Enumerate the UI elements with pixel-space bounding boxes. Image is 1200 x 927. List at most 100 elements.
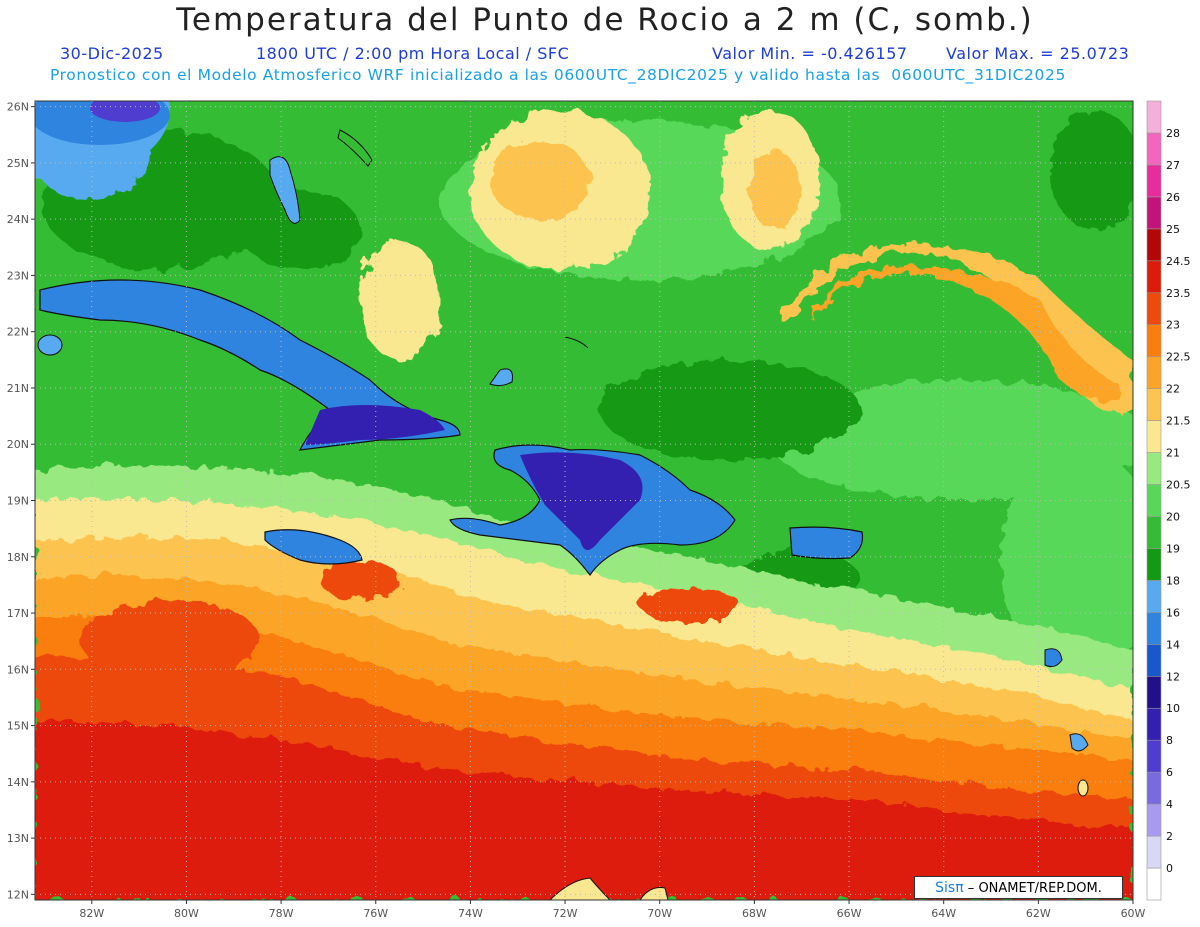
- field-patch: [80, 600, 260, 680]
- colorbar-label: 24.5: [1166, 255, 1191, 268]
- colorbar-label: 20: [1166, 510, 1180, 523]
- field-patch: [360, 240, 440, 360]
- lon-label: 70W: [647, 907, 672, 920]
- lat-label: 16N: [7, 663, 29, 676]
- lon-label: 64W: [931, 907, 956, 920]
- colorbar-swatch: [1146, 324, 1162, 357]
- colorbar-swatch: [1146, 164, 1162, 198]
- colorbar-swatch: [1146, 132, 1162, 166]
- lat-label: 14N: [7, 776, 29, 789]
- colorbar-label: 0: [1166, 862, 1173, 875]
- island-turks-caicos: [564, 336, 589, 349]
- colorbar-swatch: [1146, 484, 1162, 517]
- latitude-axis: 26N 25N 24N 23N 22N 21N 20N 19N 18N 17N 16N 15N 14N 1…: [7, 101, 35, 901]
- island-jamaica: [264, 529, 363, 565]
- lat-label: 13N: [7, 832, 29, 845]
- lat-label: 26N: [7, 101, 29, 114]
- colorbar-swatch: [1146, 388, 1162, 421]
- lon-label: 76W: [363, 907, 388, 920]
- colorbar-label: 2: [1166, 830, 1173, 843]
- field-patch: [90, 101, 160, 122]
- field-patch: [305, 405, 445, 445]
- field-patch: [600, 360, 860, 460]
- colorbar-label: 10: [1166, 702, 1180, 715]
- lat-label: 24N: [7, 213, 29, 226]
- colorbar-label: 21: [1166, 447, 1180, 460]
- lon-label: 82W: [79, 907, 104, 920]
- lat-label: 19N: [7, 495, 29, 508]
- coast-south-america: [639, 887, 669, 900]
- island-andros: [269, 156, 301, 224]
- field-patch: [1000, 450, 1133, 670]
- colorbar-swatch: [1146, 707, 1162, 741]
- colorbar-label: 21.5: [1166, 415, 1191, 428]
- colorbar-swatch: [1146, 260, 1162, 294]
- colorbar-label: 4: [1166, 798, 1173, 811]
- colorbar-label: 26: [1166, 191, 1180, 204]
- lat-label: 22N: [7, 326, 29, 339]
- lon-label: 72W: [553, 907, 578, 920]
- date-label: 30-Dic-2025: [60, 44, 164, 63]
- lon-label: 60W: [1121, 907, 1146, 920]
- field-patch: [750, 150, 800, 230]
- island-puerto-rico: [789, 526, 864, 560]
- colorbar-swatch: [1146, 580, 1162, 613]
- field-patch: [490, 140, 590, 220]
- colorbar-label: 22.5: [1166, 351, 1191, 364]
- island-inagua: [489, 368, 513, 387]
- colorbar-label: 23.5: [1166, 287, 1191, 300]
- island-guadeloupe: [1044, 648, 1063, 668]
- island-martinique: [1069, 733, 1089, 752]
- colorbar-swatch: [1146, 644, 1162, 677]
- lat-label: 12N: [7, 888, 29, 901]
- colorbar-swatch: [1146, 612, 1162, 645]
- lat-label: 20N: [7, 438, 29, 451]
- lat-label: 15N: [7, 720, 29, 733]
- island-juventud: [37, 334, 63, 356]
- colorbar-swatch: [1146, 452, 1162, 485]
- time-label: 1800 UTC / 2:00 pm Hora Local / SFC: [256, 44, 570, 63]
- dewpoint-field: [35, 101, 1133, 900]
- lat-label: 25N: [7, 157, 29, 170]
- colorbar-label: 14: [1166, 638, 1180, 651]
- colorbar-swatch: [1146, 420, 1162, 453]
- lon-label: 78W: [269, 907, 294, 920]
- colorbar-label: 23: [1166, 319, 1180, 332]
- colorbar-swatch: [1146, 100, 1162, 134]
- colorbar-swatch: [1146, 835, 1162, 869]
- min-value-label: Valor Min. = -0.426157: [712, 44, 908, 63]
- field-patch: [780, 244, 1133, 412]
- colorbar-label: 18: [1166, 574, 1180, 587]
- field-patch: [1050, 110, 1133, 230]
- field-patch: [35, 720, 1133, 900]
- colorbar-swatch: [1146, 228, 1162, 262]
- lon-label: 66W: [837, 907, 862, 920]
- colorbar-label: 16: [1166, 606, 1180, 619]
- lat-label: 18N: [7, 551, 29, 564]
- field-patch: [320, 560, 400, 600]
- colorbar-swatch: [1146, 548, 1162, 581]
- colorbar-swatch: [1146, 196, 1162, 230]
- colorbar-label: 20.5: [1166, 479, 1191, 492]
- colorbar-swatch: [1146, 771, 1162, 805]
- lat-label: 17N: [7, 607, 29, 620]
- colorbar-label: 12: [1166, 670, 1180, 683]
- colorbar-swatch: [1146, 803, 1162, 837]
- colorbar-swatch: [1146, 292, 1162, 326]
- lon-label: 74W: [458, 907, 483, 920]
- colorbar-label: 8: [1166, 734, 1173, 747]
- colorbar-swatch: [1146, 675, 1162, 709]
- colorbar-swatch: [1146, 867, 1162, 901]
- credit-text: ONAMET/REP.DOM.: [978, 881, 1102, 896]
- longitude-axis: 82W 80W 78W 76W 74W 72W 70W 68W 66W 64W 62W 60W: [79, 900, 1146, 920]
- lat-label: 23N: [7, 269, 29, 282]
- credit-box: Sisπ – ONAMET/REP.DOM.: [914, 876, 1123, 899]
- field-patch: [520, 452, 643, 550]
- colorbar-label: 19: [1166, 542, 1180, 555]
- field-patch: [810, 266, 1120, 401]
- lat-label: 21N: [7, 382, 29, 395]
- sispi-logo: Sisπ: [935, 880, 964, 896]
- lon-label: 62W: [1026, 907, 1051, 920]
- colorbar-label: 27: [1166, 159, 1180, 172]
